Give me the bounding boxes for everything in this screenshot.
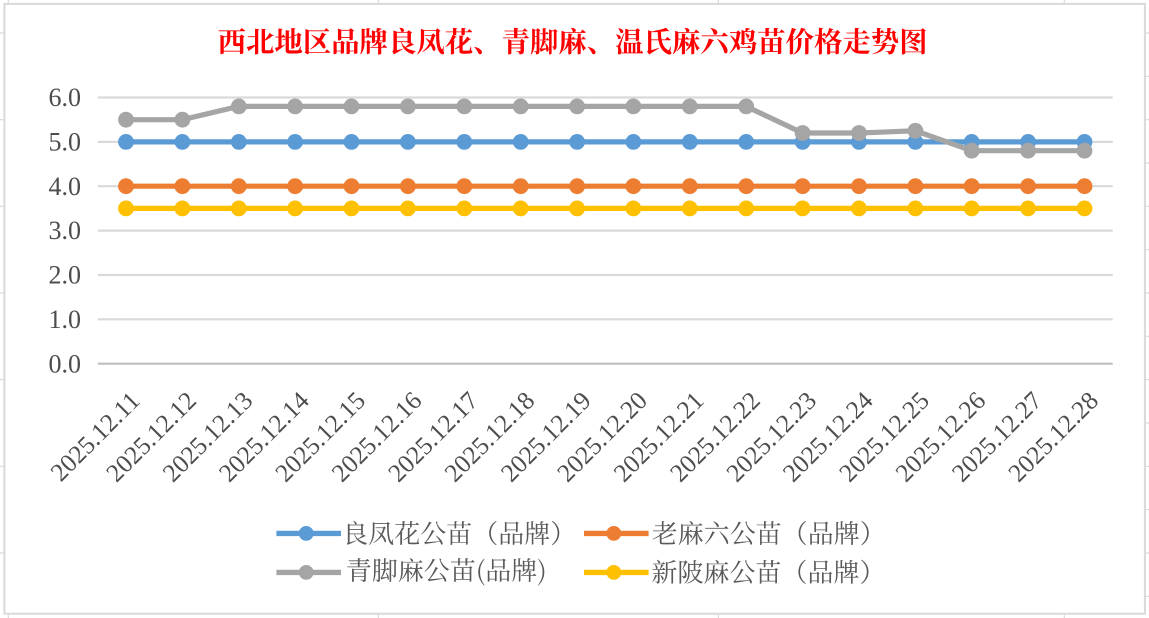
svg-text:3.0: 3.0 [49, 216, 82, 245]
svg-text:0.0: 0.0 [49, 349, 82, 378]
svg-text:6.0: 6.0 [49, 83, 82, 112]
svg-text:1.0: 1.0 [49, 305, 82, 334]
svg-text:2.0: 2.0 [49, 261, 82, 290]
svg-text:5.0: 5.0 [49, 128, 82, 157]
svg-text:4.0: 4.0 [49, 172, 82, 201]
